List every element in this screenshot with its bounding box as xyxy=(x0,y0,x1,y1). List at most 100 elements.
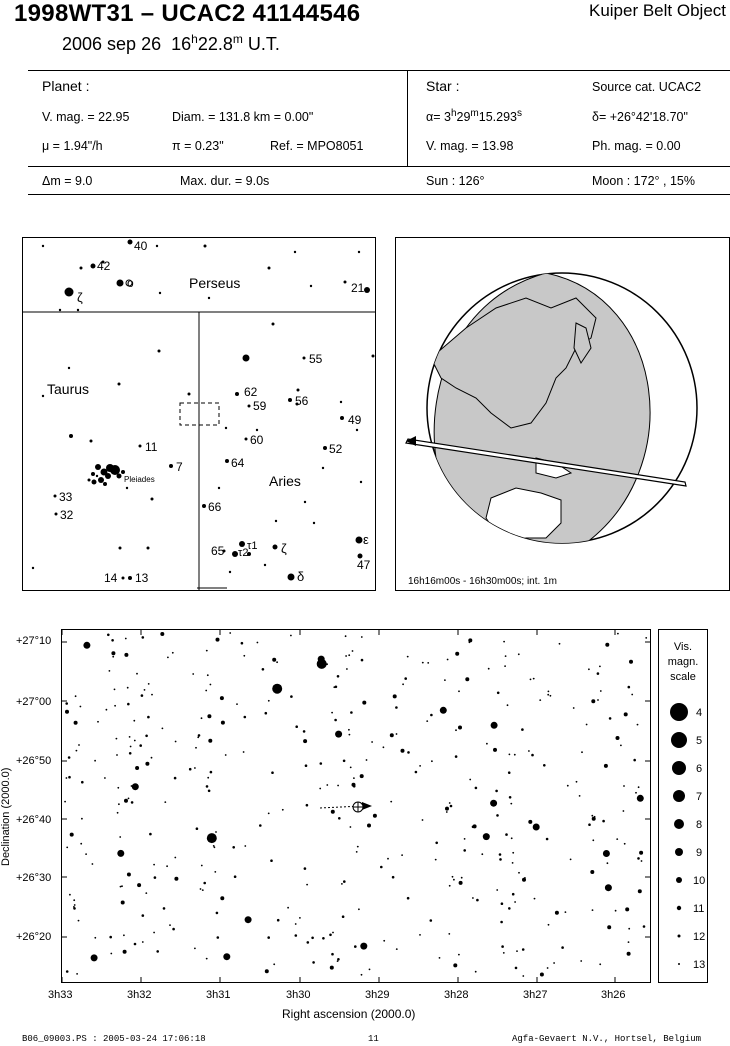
field-star xyxy=(368,968,371,971)
dec-tick-label: +26°50 xyxy=(16,755,52,767)
field-star xyxy=(299,917,301,919)
field-star xyxy=(616,838,619,840)
field-star xyxy=(371,741,373,743)
field-star xyxy=(194,947,196,950)
field-star xyxy=(215,637,220,642)
field-star xyxy=(126,872,131,877)
field-star xyxy=(205,689,208,692)
field-star xyxy=(508,907,511,910)
field-star xyxy=(359,774,364,779)
field-star xyxy=(389,733,394,738)
field-star xyxy=(151,693,153,696)
field-star xyxy=(640,860,643,862)
field-star xyxy=(334,685,338,689)
planet-vmag: V. mag. = 22.95 xyxy=(42,110,130,124)
field-star xyxy=(322,937,325,940)
field-star xyxy=(575,780,578,783)
field-star xyxy=(513,753,516,756)
occultation-path xyxy=(405,438,687,487)
field-star xyxy=(117,849,125,857)
field-star xyxy=(303,867,307,870)
field-star xyxy=(124,637,127,640)
field-star xyxy=(124,798,128,803)
ra-tick-label: 3h26 xyxy=(601,989,626,1001)
finder-chart-svg: 40 42 ζ o 21 55 62 59 56 49 11 7 60 52 6… xyxy=(23,239,375,590)
field-star xyxy=(216,936,220,939)
field-star xyxy=(487,667,490,670)
finder-label: 52 xyxy=(329,442,343,456)
field-star xyxy=(80,842,83,845)
field-star xyxy=(214,871,217,873)
field-star xyxy=(427,662,430,664)
field-star xyxy=(94,759,96,762)
field-star xyxy=(463,849,467,852)
field-star xyxy=(507,771,511,774)
table-divider xyxy=(407,70,408,166)
field-star xyxy=(510,802,513,805)
field-star xyxy=(136,672,138,675)
finder-label: 56 xyxy=(295,394,309,408)
field-star xyxy=(232,846,235,849)
field-star xyxy=(476,898,479,902)
field-star xyxy=(454,755,458,758)
field-star xyxy=(130,785,133,787)
field-star xyxy=(120,900,125,905)
field-star xyxy=(267,812,270,815)
mag-dot xyxy=(675,848,683,856)
field-star xyxy=(455,729,457,732)
field-star xyxy=(636,723,639,726)
field-star xyxy=(581,751,583,754)
field-star xyxy=(500,902,504,905)
field-star xyxy=(356,845,359,848)
field-star xyxy=(74,695,77,698)
field-star xyxy=(85,853,87,855)
field-star xyxy=(195,827,199,830)
field-star xyxy=(360,658,364,662)
field-star xyxy=(387,857,389,860)
field-star xyxy=(365,759,368,761)
field-star xyxy=(608,717,612,720)
field-star xyxy=(532,677,535,680)
mag-dot xyxy=(671,732,687,748)
field-star xyxy=(338,817,341,820)
time-m-sup: m xyxy=(232,32,243,46)
field-star xyxy=(451,875,454,878)
field-star xyxy=(174,740,177,743)
field-star xyxy=(504,665,506,667)
finder-label: 13 xyxy=(135,571,149,585)
footer-file: B06_09003.PS : 2005-03-24 17:06:18 xyxy=(22,1034,206,1044)
mag-label: 8 xyxy=(696,819,702,831)
field-star xyxy=(391,875,395,879)
field-star xyxy=(220,896,225,901)
field-star xyxy=(207,789,211,793)
dec-tick-label: +27°00 xyxy=(16,696,52,708)
target-cross xyxy=(353,802,363,812)
field-star xyxy=(421,661,424,664)
mag-label: 10 xyxy=(693,875,705,887)
field-star xyxy=(209,770,213,774)
field-star xyxy=(558,642,561,645)
finder-label: 11 xyxy=(145,440,158,454)
field-star xyxy=(453,963,458,968)
table-top-rule xyxy=(28,70,730,71)
event-time-ut: U.T. xyxy=(247,34,280,54)
field-star xyxy=(645,637,648,639)
planet-pi: π = 0.23" xyxy=(172,139,224,153)
field-star xyxy=(382,746,385,749)
field-star xyxy=(174,876,179,881)
field-star xyxy=(141,914,145,917)
field-star xyxy=(448,802,451,804)
ra-tick-label: 3h29 xyxy=(365,989,390,1001)
mag-label: 5 xyxy=(696,735,702,747)
field-star xyxy=(108,670,111,672)
y-axis-label: Declination (2000.0) xyxy=(0,767,12,866)
max-duration: Max. dur. = 9.0s xyxy=(180,174,270,188)
field-star xyxy=(528,750,530,752)
field-star xyxy=(73,720,78,725)
star-heading: Star : xyxy=(426,78,460,94)
field-star xyxy=(395,733,398,735)
field-star xyxy=(355,851,358,853)
field-star xyxy=(496,889,499,891)
field-star xyxy=(81,817,83,820)
mag-scale-svg: 4 5 6 7 8 9 10 11 12 13 xyxy=(670,703,705,971)
